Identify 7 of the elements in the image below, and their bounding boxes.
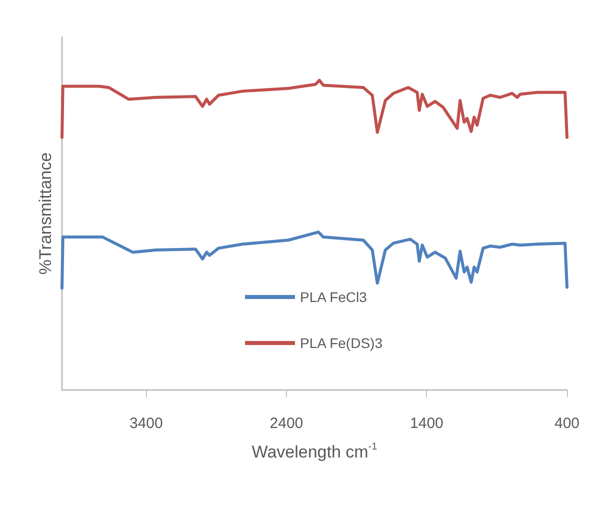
y-axis-title: %Transmittance — [36, 152, 55, 275]
x-tick-label: 1400 — [410, 415, 444, 432]
legend-label: PLA Fe(DS)3 — [300, 335, 383, 351]
x-tick-label: 400 — [554, 415, 580, 432]
x-tick-label: 3400 — [129, 415, 163, 432]
legend-label: PLA FeCl3 — [300, 289, 368, 305]
x-tick-label: 2400 — [270, 415, 304, 432]
